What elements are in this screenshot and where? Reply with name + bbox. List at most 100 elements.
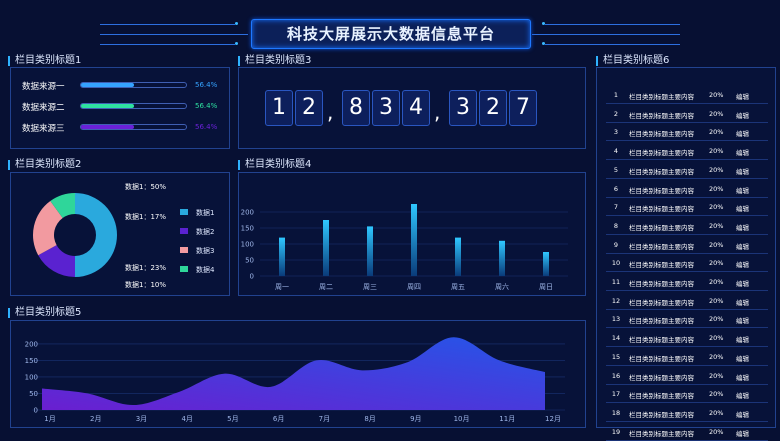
row-percent: 20% [709, 259, 724, 268]
row-divider [606, 290, 768, 291]
row-percent: 20% [709, 334, 724, 343]
row-text: 栏目类别标题主要内容 [629, 280, 694, 288]
bar-label: 数据来源二 [22, 103, 65, 113]
row-text: 栏目类别标题主要内容 [629, 354, 694, 363]
edit-link[interactable]: 编辑 [736, 93, 749, 101]
panel6 [596, 67, 776, 428]
x-tick-label: 3月 [136, 415, 147, 423]
bar-chart: 0 50 100 150 200 周一 周二 周三 周四 周五 周六 周日 [241, 204, 568, 291]
slice-label: 数据1：50% [125, 183, 167, 191]
edit-link[interactable]: 编辑 [736, 298, 749, 307]
row-text: 栏目类别标题主要内容 [629, 223, 694, 232]
row-percent: 20% [709, 165, 724, 174]
edit-link[interactable]: 编辑 [736, 354, 749, 363]
table-row: 11 栏目类别标题主要内容 20% 编辑 [596, 273, 774, 291]
table-row: 12 栏目类别标题主要内容 20% 编辑 [596, 292, 774, 310]
edit-link[interactable]: 编辑 [736, 392, 749, 401]
bar [499, 240, 505, 276]
row-text: 栏目类别标题主要内容 [629, 317, 694, 326]
header-line-right-top [545, 24, 680, 25]
bar [279, 237, 285, 276]
header-dot [542, 42, 545, 45]
row-number: 4 [613, 147, 619, 156]
row-percent: 20% [709, 390, 724, 399]
edit-link[interactable]: 编辑 [736, 261, 749, 270]
counter-digit: 2 [295, 90, 323, 126]
x-tick-label: 周六 [495, 282, 509, 291]
y-tick-label: 50 [29, 390, 38, 398]
y-tick-label: 50 [245, 257, 254, 265]
row-number: 10 [611, 259, 621, 268]
x-tick-label: 9月 [410, 415, 421, 423]
row-divider [606, 121, 768, 123]
y-tick-label: 200 [241, 209, 254, 217]
row-number: 15 [611, 352, 621, 361]
row-divider [606, 103, 768, 104]
row-percent: 20% [709, 91, 724, 99]
row-number: 18 [611, 408, 621, 417]
legend-swatch [180, 266, 188, 272]
edit-link[interactable]: 编辑 [736, 373, 749, 382]
x-tick-label: 周二 [319, 283, 333, 291]
edit-link[interactable]: 编辑 [736, 111, 749, 120]
row-text: 栏目类别标题主要内容 [629, 186, 694, 195]
donut-slice [33, 201, 63, 256]
edit-link[interactable]: 编辑 [736, 410, 749, 419]
row-percent: 20% [709, 352, 724, 361]
edit-link[interactable]: 编辑 [736, 336, 749, 345]
table-row: 9 栏目类别标题主要内容 20% 编辑 [596, 236, 774, 254]
row-text: 栏目类别标题主要内容 [629, 336, 694, 345]
row-percent: 20% [709, 109, 724, 118]
row-percent: 20% [709, 296, 724, 305]
header-line-left-bottom [100, 44, 235, 45]
y-tick-label: 0 [250, 273, 254, 281]
legend-swatch [180, 247, 188, 253]
edit-link[interactable]: 编辑 [736, 429, 749, 438]
slice-label: 数据1：23% [125, 264, 167, 272]
edit-link[interactable]: 编辑 [736, 186, 749, 195]
row-percent: 20% [709, 278, 724, 286]
row-number: 6 [613, 184, 619, 193]
row-number: 14 [611, 334, 621, 343]
row-text: 栏目类别标题主要内容 [629, 242, 694, 251]
panel3-title: 栏目类别标题3 [238, 55, 311, 67]
progress-track [80, 103, 187, 109]
edit-link[interactable]: 编辑 [736, 205, 749, 214]
table-row: 2 栏目类别标题主要内容 20% 编辑 [596, 105, 774, 123]
edit-link[interactable]: 编辑 [736, 280, 749, 288]
table-row: 17 栏目类别标题主要内容 20% 编辑 [596, 385, 774, 404]
legend-label: 数据1 [196, 209, 215, 217]
x-tick-label: 12月 [545, 415, 561, 423]
row-divider [606, 177, 768, 179]
y-tick-label: 150 [241, 225, 254, 233]
digit-separator: , [434, 100, 441, 124]
bar [455, 237, 461, 276]
area-series [42, 337, 545, 410]
y-tick-label: 150 [25, 357, 38, 365]
x-tick-label: 11月 [499, 415, 515, 423]
x-tick-label: 周日 [539, 283, 553, 291]
slice-label: 数据1：17% [125, 213, 167, 221]
row-divider [606, 233, 768, 235]
table-row: 7 栏目类别标题主要内容 20% 编辑 [596, 198, 774, 217]
row-text: 栏目类别标题主要内容 [629, 410, 694, 419]
row-divider [606, 140, 768, 142]
edit-link[interactable]: 编辑 [736, 317, 749, 326]
row-number: 12 [611, 296, 621, 305]
edit-link[interactable]: 编辑 [736, 130, 749, 139]
edit-link[interactable]: 编辑 [736, 149, 749, 158]
row-text: 栏目类别标题主要内容 [629, 429, 694, 438]
panel2 [10, 172, 230, 296]
y-tick-label: 200 [25, 340, 38, 348]
edit-link[interactable]: 编辑 [736, 223, 749, 232]
edit-link[interactable]: 编辑 [736, 242, 749, 251]
x-tick-label: 1月 [44, 415, 55, 423]
edit-link[interactable]: 编辑 [736, 167, 749, 176]
row-divider [606, 196, 768, 198]
row-divider [606, 215, 768, 217]
row-number: 9 [613, 240, 619, 249]
x-tick-label: 周四 [407, 283, 421, 291]
x-tick-label: 8月 [364, 415, 375, 423]
row-text: 栏目类别标题主要内容 [629, 373, 694, 382]
row-text: 栏目类别标题主要内容 [629, 392, 694, 401]
